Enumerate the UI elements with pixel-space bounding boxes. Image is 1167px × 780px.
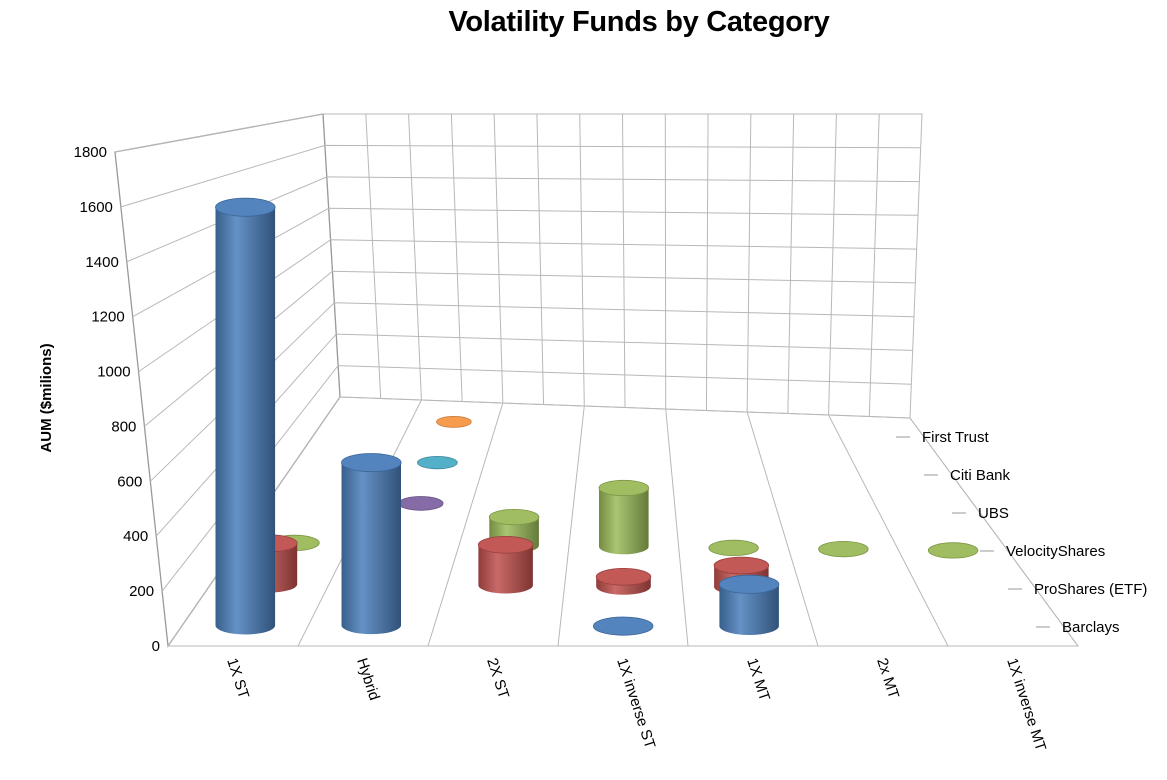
- cylinder-top: [477, 535, 534, 554]
- x-tick-label: 2X ST: [483, 656, 512, 701]
- cylinder-top: [713, 556, 770, 575]
- cylinder-bar: [718, 574, 780, 635]
- series-label: First Trust: [922, 429, 989, 446]
- gridline-x: [705, 113, 709, 411]
- cylinder-top: [436, 415, 472, 428]
- cylinder-top: [398, 496, 444, 511]
- cylinder-top: [417, 455, 458, 470]
- floor-divider: [828, 414, 949, 647]
- cylinder-bar: [341, 453, 402, 635]
- cylinder-bar: [436, 415, 472, 428]
- gridline-x: [493, 113, 504, 404]
- gridline-y: [126, 176, 920, 263]
- cylinder-top: [341, 453, 402, 473]
- y-tick-label: 0: [152, 638, 160, 655]
- y-tick-label: 1800: [74, 144, 107, 161]
- cylinder-bar: [598, 479, 649, 555]
- gridline-x: [536, 113, 545, 405]
- cylinder-bar: [417, 455, 458, 470]
- cylinder-top: [595, 567, 652, 586]
- floor-divider: [746, 411, 819, 647]
- x-tick-label: Hybrid: [353, 656, 383, 702]
- chart-title: Volatility Funds by Category: [448, 6, 830, 38]
- cylinder-top: [818, 540, 869, 558]
- y-tick-label: 400: [123, 528, 148, 545]
- gridline-y: [144, 270, 916, 427]
- gridline-y: [114, 113, 922, 153]
- chart-walls: [114, 113, 1079, 648]
- cylinder-bar: [927, 542, 979, 559]
- cylinder-top: [708, 539, 759, 557]
- gridline-x: [450, 113, 463, 402]
- x-tick-label: 1X ST: [223, 656, 252, 701]
- cylinder-bars: [215, 197, 979, 636]
- cylinder-body: [478, 544, 533, 594]
- gridline-x: [828, 113, 837, 416]
- cylinder-top: [215, 197, 276, 217]
- cylinder-top: [718, 574, 780, 594]
- gridline-x: [622, 113, 626, 408]
- floor-divider: [427, 402, 504, 647]
- gridline-y: [132, 207, 919, 318]
- cylinder-bar: [398, 496, 444, 511]
- series-label: Citi Bank: [950, 467, 1011, 484]
- x-tick-label: 1X inverse MT: [1003, 656, 1049, 753]
- y-tick-label: 600: [117, 473, 142, 490]
- cylinder-bar: [593, 616, 654, 636]
- y-axis-title: AUM ($milions): [38, 343, 55, 452]
- y-tick-label: 1200: [91, 309, 124, 326]
- x-tick-label: 1X inverse ST: [613, 656, 658, 751]
- gridline-x: [365, 113, 382, 399]
- x-tick-label: 1X MT: [743, 656, 773, 703]
- cylinder-top: [593, 616, 654, 636]
- series-label: ProShares (ETF): [1034, 581, 1147, 598]
- series-label: UBS: [978, 505, 1009, 522]
- gridline-x: [868, 113, 880, 417]
- y-tick-label: 800: [111, 418, 136, 435]
- gridline-y: [120, 144, 921, 208]
- gridline-x: [408, 113, 422, 401]
- cylinder-top: [488, 508, 540, 526]
- cylinder-body: [719, 584, 779, 635]
- y-tick-label: 1000: [97, 364, 130, 381]
- cylinder-bar: [595, 567, 652, 595]
- gridline-x: [787, 113, 795, 414]
- floor-divider: [665, 408, 689, 647]
- x-tick-label: 2x MT: [873, 656, 902, 701]
- floor-divider: [557, 405, 585, 647]
- gridline-y: [149, 302, 915, 482]
- series-label: Barclays: [1062, 619, 1120, 636]
- gridline-x: [746, 113, 752, 413]
- cylinder-top: [598, 479, 649, 497]
- cylinder-bar: [215, 197, 276, 635]
- cylinder-bar: [708, 539, 759, 557]
- cylinder-body: [341, 462, 401, 635]
- y-tick-label: 200: [129, 583, 154, 600]
- cylinder-body: [599, 488, 649, 555]
- floor-divider: [909, 417, 1079, 647]
- gridline-x: [579, 113, 585, 407]
- cylinder-body: [215, 207, 276, 635]
- series-label: VelocityShares: [1006, 543, 1105, 560]
- y-tick-label: 1600: [80, 199, 113, 216]
- cylinder-bar: [477, 535, 534, 594]
- cylinder-top: [927, 542, 979, 559]
- cylinder-bar: [818, 540, 869, 558]
- y-tick-label: 1400: [85, 254, 118, 271]
- gridline-y: [138, 239, 917, 373]
